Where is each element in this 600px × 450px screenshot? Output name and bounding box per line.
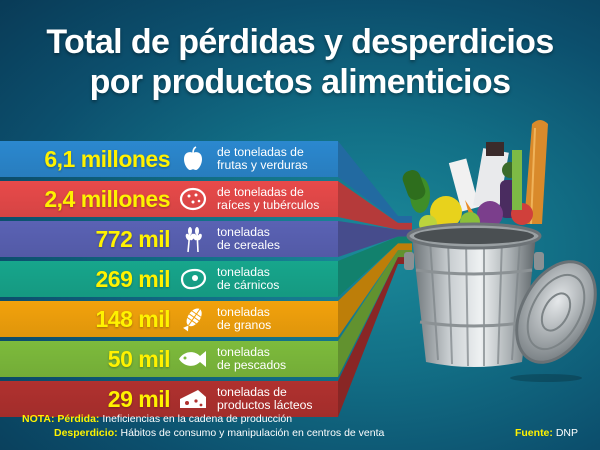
source-label: Fuente: [514,427,553,439]
amount-label: 6,1 millones [44,145,170,172]
ribbon-2 [338,221,412,257]
row-frutas-verduras: 6,1 millones de toneladas de frutas y ve… [0,141,338,177]
wheat-icon [175,224,211,254]
row-description: toneladas de productos lácteos [217,384,313,413]
loss-label: Pérdida: [57,413,100,425]
desc-line-1: toneladas [217,344,270,359]
amount-label: 269 mil [95,265,171,292]
steak-icon [175,264,211,294]
source-text: DNP [555,427,578,439]
desc-line-1: toneladas [217,224,270,239]
ribbon-3 [338,236,412,297]
amount-label: 2,4 millones [44,185,170,212]
desc-line-1: de toneladas de [217,144,304,159]
desc-line-2: de cárnicos [217,278,280,292]
ribbon-0 [338,141,412,223]
row-pescados: 50 mil toneladas de pescados [0,341,338,377]
row-carnicos: 269 mil toneladas de cárnicos [0,261,338,297]
desc-line-2: de pescados [217,358,287,372]
chart-title: Total de pérdidas y desperdicios por pro… [0,22,600,102]
row-description: toneladas de cereales [217,224,281,253]
apple-icon [175,144,211,174]
waste-label: Desperdicio: [54,427,118,439]
cheese-icon [175,384,211,414]
row-cereales: 772 mil toneladas de cereales [0,221,338,257]
amount-label: 148 mil [95,305,171,332]
waste-text: Hábitos de consumo y manipulación en cen… [120,427,385,439]
desc-line-1: toneladas de [217,384,287,399]
row-description: toneladas de cárnicos [217,264,280,293]
row-description: toneladas de pescados [217,344,287,373]
loss-text: Ineficiencias en la cadena de producción [102,413,293,425]
note-label: NOTA: [22,413,55,425]
desc-line-1: toneladas [217,264,270,279]
desc-line-2: de cereales [217,238,281,252]
source-credit: Fuente: DNP [515,427,578,439]
row-description: de toneladas de raíces y tubérculos [217,184,320,213]
amount-label: 29 mil [107,385,171,412]
trash-can [404,222,544,367]
desc-line-1: de toneladas de [217,184,304,199]
row-granos: 148 mil toneladas de granos [0,301,338,337]
trash-lid [510,260,597,382]
desc-line-2: de granos [217,318,272,332]
ribbon-1 [338,181,412,230]
desc-line-1: toneladas [217,304,270,319]
corn-icon [175,304,211,334]
fish-icon [175,344,211,374]
desc-line-2: productos lácteos [217,398,313,412]
row-description: de toneladas de frutas y verduras [217,144,308,173]
potato-icon [175,184,211,214]
desc-line-2: raíces y tubérculos [217,198,320,212]
food-pile [402,120,548,236]
row-description: toneladas de granos [217,304,272,333]
title-line-2: por productos alimenticios [89,63,511,101]
amount-label: 50 mil [107,345,171,372]
footnote: NOTA: Pérdida: Ineficiencias en la caden… [22,412,384,440]
desc-line-2: frutas y verduras [217,158,308,172]
ribbon-4 [338,243,412,337]
amount-label: 772 mil [95,225,171,252]
row-raices-tuberculos: 2,4 millones de toneladas de raíces y tu… [0,181,338,217]
row-lacteos: 29 mil toneladas de productos lácteos [0,381,338,417]
title-line-1: Total de pérdidas y desperdicios [46,23,554,61]
